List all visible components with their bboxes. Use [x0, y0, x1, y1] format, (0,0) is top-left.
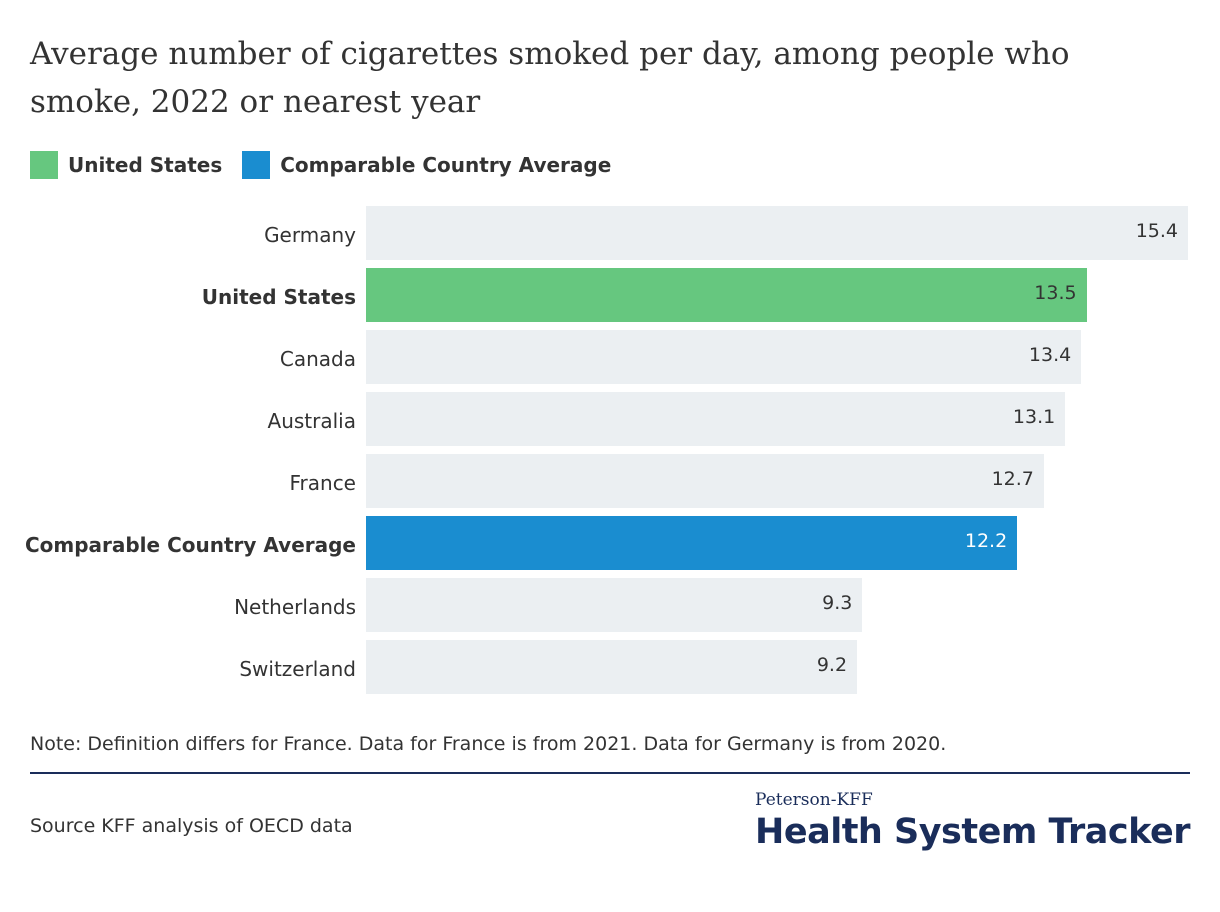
category-label: Canada: [279, 347, 356, 371]
bar: 12.2: [366, 516, 1018, 570]
legend-label-united-states: United States: [68, 153, 223, 177]
legend-item-comparable-average: Comparable Country Average: [242, 151, 611, 179]
bar-value-label: 12.2: [964, 530, 1008, 552]
legend-swatch-comparable-average: [242, 151, 271, 179]
category-label: France: [289, 471, 356, 495]
bar-value-label: 13.1: [1012, 406, 1056, 428]
bar-row: Comparable Country Average 12.2: [0, 516, 1220, 570]
bar-value-label: 9.2: [816, 654, 848, 676]
category-label: Australia: [267, 409, 356, 433]
bar-value-label: 15.4: [1135, 220, 1178, 242]
chart-note: Note: Definition differs for France. Dat…: [30, 733, 947, 755]
bar: 13.1: [366, 392, 1066, 446]
bar-row: Germany 15.4: [0, 206, 1220, 260]
category-label: Germany: [264, 223, 356, 247]
bar-row: Canada 13.4: [0, 330, 1220, 384]
category-label: Netherlands: [234, 595, 356, 619]
bar: 13.4: [366, 330, 1082, 384]
source-text: Source KFF analysis of OECD data: [30, 815, 353, 837]
bar-row: France 12.7: [0, 454, 1220, 508]
chart-title: Average number of cigarettes smoked per …: [30, 36, 1070, 120]
legend-item-united-states: United States: [30, 151, 222, 179]
logo-subtitle: Peterson-KFF: [755, 790, 873, 810]
category-label: United States: [201, 285, 356, 309]
brand-logo: Peterson-KFF Health System Tracker: [755, 790, 1190, 854]
bar: 9.3: [366, 578, 863, 632]
bar-value-label: 13.4: [1028, 344, 1072, 366]
bar-row: Netherlands 9.3: [0, 578, 1220, 632]
footer-divider: [30, 772, 1190, 774]
bar: 12.7: [366, 454, 1044, 508]
chart-legend: United States Comparable Country Average: [30, 150, 631, 180]
category-label: Switzerland: [239, 657, 356, 681]
bar-value-label: 13.5: [1034, 282, 1077, 304]
bar: 13.5: [366, 268, 1087, 322]
bar-value-label: 12.7: [991, 468, 1034, 490]
legend-label-comparable-average: Comparable Country Average: [280, 153, 612, 177]
bar-row: Switzerland 9.2: [0, 640, 1220, 694]
bar: 9.2: [366, 640, 858, 694]
bar-row: Australia 13.1: [0, 392, 1220, 446]
bar: 15.4: [366, 206, 1188, 260]
bar-chart: Germany 15.4 United States 13.5 Canada 13.4 Au…: [0, 206, 1220, 696]
bar-value-label: 9.3: [822, 592, 853, 614]
logo-title: Health System Tracker: [755, 812, 1190, 852]
category-label: Comparable Country Average: [24, 533, 356, 557]
legend-swatch-united-states: [30, 151, 58, 179]
bar-row: United States 13.5: [0, 268, 1220, 322]
